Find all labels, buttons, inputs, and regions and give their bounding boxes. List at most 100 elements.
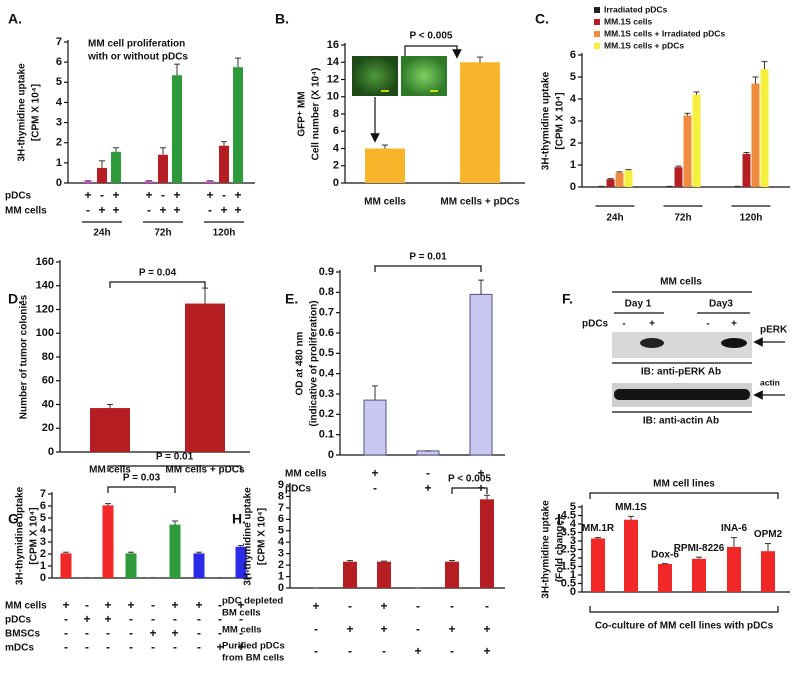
sign: - — [173, 640, 177, 654]
y-tick-label: 4 — [40, 524, 47, 536]
sign: + — [145, 188, 152, 202]
y-axis-label: GFP⁺ MM — [297, 91, 308, 136]
sign: + — [448, 622, 455, 636]
sign: + — [104, 612, 111, 626]
y-tick-label: 5 — [570, 71, 576, 83]
y-tick-label: 0.8 — [319, 286, 334, 298]
row-label: from BM cells — [222, 653, 284, 664]
legend-label: MM.1S cells + Irradiated pDCs — [604, 28, 725, 38]
y-tick-label: 120 — [36, 303, 54, 315]
sign: + — [112, 188, 119, 202]
sign: - — [129, 640, 133, 654]
bar — [480, 499, 494, 588]
x-tick-label: MM cells — [89, 465, 131, 476]
y-tick-label: 60 — [42, 375, 54, 387]
bar — [205, 181, 215, 183]
y-tick-label: 0 — [56, 177, 62, 189]
y-tick-label: 4 — [570, 93, 577, 105]
sign: - — [450, 599, 454, 613]
row-label: pDCs — [5, 615, 32, 626]
sign: - — [373, 481, 377, 495]
y-tick-label: 8 — [333, 108, 339, 120]
western-blot: F. MM cells Day 1 Day3 pDCs - + - + pERK… — [562, 277, 788, 427]
bar — [674, 167, 683, 187]
y-tick-label: 2 — [333, 160, 339, 172]
sign: - — [64, 640, 68, 654]
x-tick-label: MM cells + pDCs — [440, 197, 520, 208]
x-tick-label: 120h — [213, 228, 236, 239]
bracket — [589, 606, 779, 613]
sign: - — [239, 612, 243, 626]
panel-label: B. — [275, 11, 289, 27]
panel-label: H. — [232, 511, 246, 527]
bar — [751, 83, 760, 187]
y-axis-label: 3H-thymidine uptake — [15, 486, 26, 585]
bar — [60, 553, 72, 578]
y-tick-label: 100 — [36, 327, 54, 339]
y-tick-label: 4 — [333, 142, 340, 154]
panel: B. GFP⁺ MM Cell number (X 10⁴) 0 2 4 6 8 10 12 14 1… — [275, 11, 525, 208]
bar — [761, 551, 775, 592]
sign: - — [86, 203, 90, 217]
y-tick-label: 7 — [56, 36, 62, 48]
sign: - — [314, 644, 318, 658]
annotation: P = 0.04 — [139, 268, 177, 279]
chart-title: MM cell proliferation — [88, 39, 185, 50]
legend-label: Irradiated pDCs — [604, 4, 668, 14]
bar — [624, 170, 633, 187]
y-axis-label: (Fold change) — [555, 517, 566, 583]
row-label: pDCs — [5, 191, 32, 202]
bar — [727, 546, 741, 592]
band-label: pERK — [760, 325, 788, 336]
y-tick-label: 4.5 — [561, 509, 576, 521]
row-label: mDCs — [5, 643, 34, 654]
sign: + — [112, 203, 119, 217]
bar — [692, 558, 706, 592]
y-tick-label: 1 — [56, 157, 62, 169]
y-tick-label: 0.2 — [319, 408, 334, 420]
sign: + — [104, 598, 111, 612]
bar — [144, 181, 154, 183]
sign: - — [197, 640, 201, 654]
y-axis-label: [CPM X 10⁴] — [31, 84, 42, 141]
bracket — [589, 492, 779, 499]
sign: - — [64, 626, 68, 640]
sign: + — [206, 188, 213, 202]
sign: + — [380, 599, 387, 613]
panel-label: A. — [8, 11, 22, 27]
y-axis-label: 3H-thymidine uptake — [541, 71, 552, 170]
y-tick-label: 4 — [570, 518, 577, 530]
x-tick-label: 72h — [674, 213, 691, 224]
panel: A. 3H-thymidine uptake [CPM X 10⁴] MM cell … — [5, 11, 255, 239]
bar — [185, 303, 225, 452]
panel-label: F. — [562, 291, 573, 307]
annotation: P < 0.005 — [410, 31, 453, 42]
y-tick-label: 14 — [327, 56, 340, 68]
y-axis-label: 3H-thymidine uptake — [17, 63, 28, 162]
y-axis-label: [CPM X 10⁴] — [257, 508, 268, 565]
bracket — [374, 265, 482, 272]
bar — [233, 67, 243, 183]
bar — [235, 546, 247, 578]
y-tick-label: 80 — [42, 351, 54, 363]
bar — [742, 154, 751, 187]
y-tick-label: 6 — [333, 125, 339, 137]
sign: + — [220, 203, 227, 217]
sign: - — [151, 612, 155, 626]
sign: - — [622, 319, 625, 330]
y-axis-label: (indicative of proliferation) — [309, 300, 320, 426]
sign: + — [173, 203, 180, 217]
y-tick-label: 0 — [48, 446, 54, 458]
antibody-label: IB: anti-pERK Ab — [641, 367, 721, 378]
y-tick-label: 9 — [278, 479, 284, 491]
sign: + — [237, 598, 244, 612]
sign: - — [218, 626, 222, 640]
y-tick-label: 5 — [56, 76, 62, 88]
y-axis-label: [CPM X 10⁴] — [29, 507, 40, 564]
y-axis-label: [CPM X 10⁴] — [555, 92, 566, 149]
y-tick-label: 6 — [40, 500, 46, 512]
sign: + — [216, 640, 223, 654]
panel: D.Number of tumor colonies 0 20 40 60 80 100 12… — [8, 256, 250, 476]
y-tick-label: 0.6 — [319, 327, 334, 339]
y-tick-label: 0 — [328, 449, 334, 461]
